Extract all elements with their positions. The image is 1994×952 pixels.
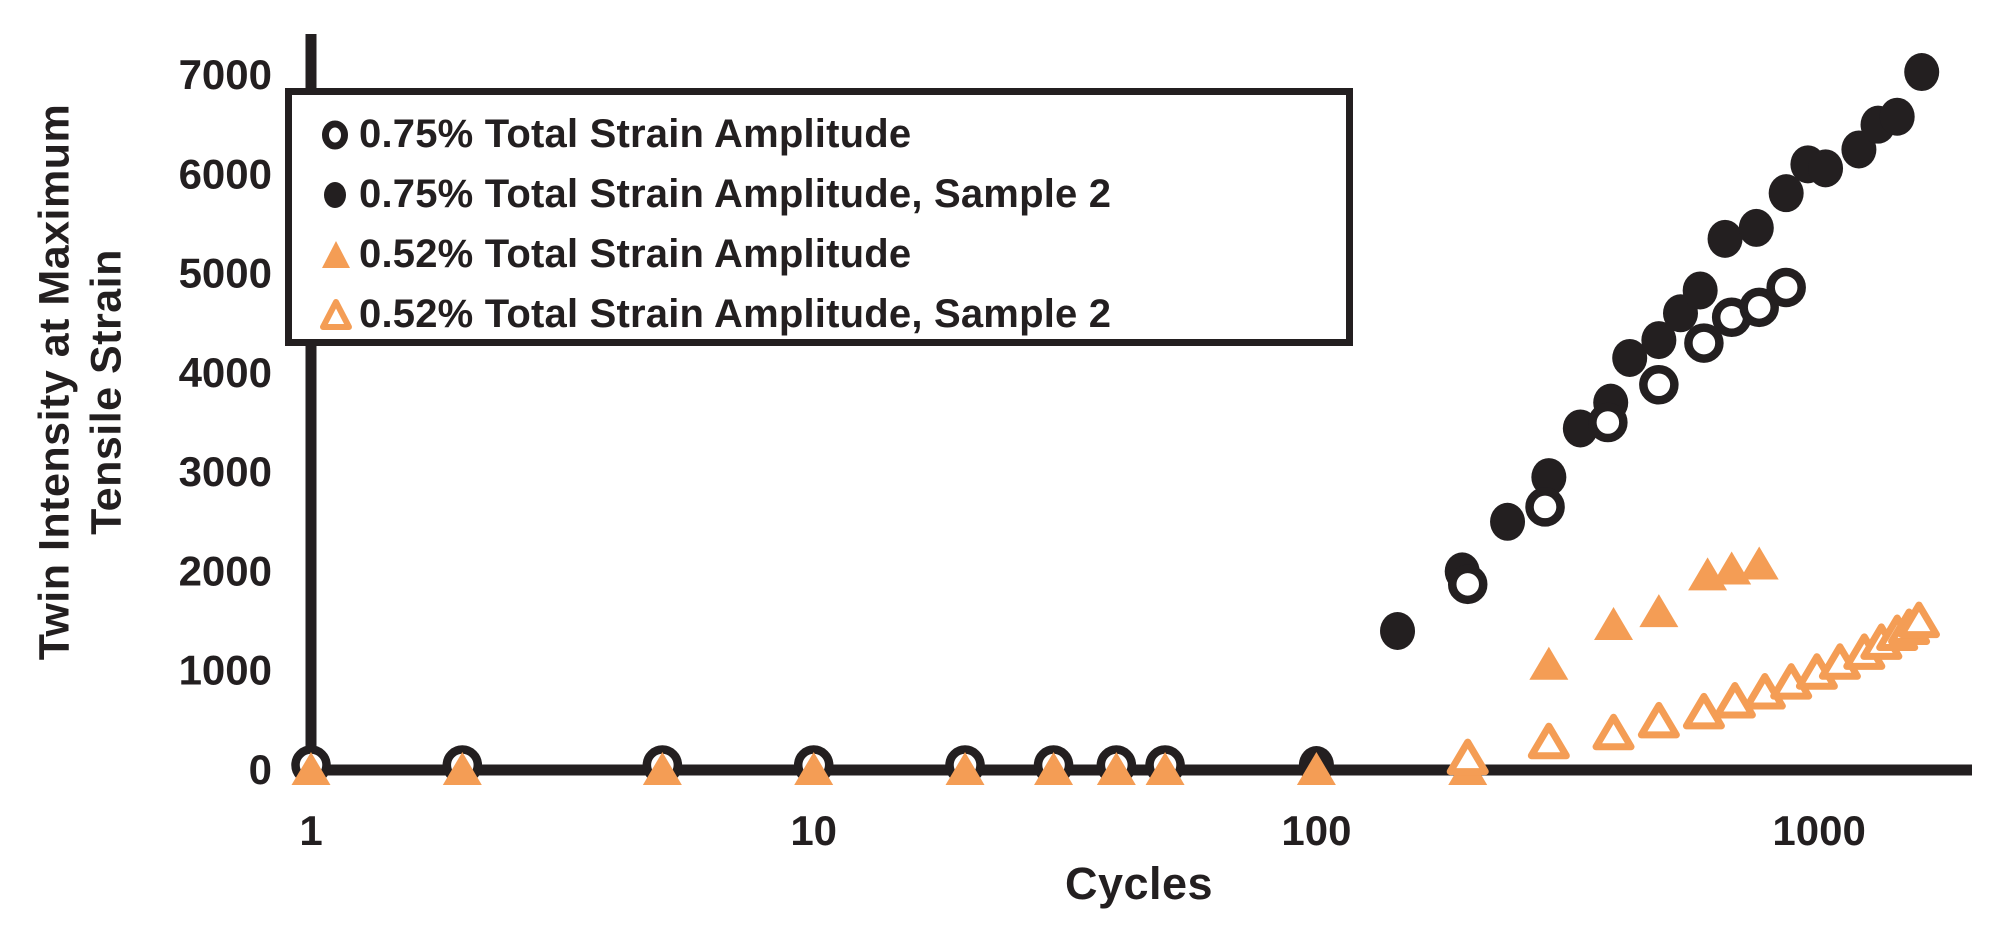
- y-axis-title-line1: Twin Intensity at Maximum: [30, 103, 79, 661]
- data-point-series3: [1682, 692, 1725, 730]
- data-point-series2: [794, 752, 834, 785]
- data-point-series2: [442, 752, 482, 785]
- data-point-series2: [1296, 752, 1336, 785]
- legend-label: 0.75% Total Strain Amplitude: [359, 111, 912, 156]
- y-tick-label: 7000: [179, 51, 272, 98]
- y-tick-label: 5000: [179, 250, 272, 297]
- legend-row: 0.75% Total Strain Amplitude, Sample 2: [320, 164, 1346, 224]
- data-point-series1: [1612, 338, 1648, 377]
- data-point-series2: [1034, 752, 1074, 785]
- data-point-series0: [1766, 267, 1806, 308]
- data-point-series1: [1841, 130, 1877, 169]
- data-point-series0: [1447, 564, 1488, 605]
- data-point-series1: [1380, 612, 1416, 650]
- data-point-series2: [642, 752, 682, 785]
- data-point-series0: [1588, 402, 1628, 443]
- legend-row: 0.52% Total Strain Amplitude, Sample 2: [320, 284, 1346, 344]
- data-point-series0: [1639, 365, 1679, 405]
- data-point-series0: [1739, 287, 1779, 328]
- y-tick-label: 1000: [179, 647, 272, 694]
- data-point-series0: [1525, 487, 1565, 527]
- x-tick-label: 100: [1281, 807, 1351, 854]
- filled-circle-icon: [320, 177, 354, 211]
- x-axis-line: [305, 764, 1972, 776]
- data-point-series2: [1096, 752, 1136, 785]
- legend-row: 0.52% Total Strain Amplitude: [320, 224, 1346, 284]
- y-axis-line: [305, 34, 317, 776]
- data-point-series3: [1713, 681, 1756, 719]
- y-axis-title-line2: Tensile Strain: [82, 249, 131, 535]
- data-point-series2: [1529, 646, 1569, 680]
- data-point-series2: [1594, 607, 1634, 641]
- open-triangle-icon: [320, 297, 354, 331]
- open-circle-icon: [320, 117, 354, 151]
- data-point-series3: [1527, 722, 1570, 760]
- data-point-series2: [291, 752, 331, 785]
- legend-label: 0.52% Total Strain Amplitude: [359, 231, 912, 276]
- data-point-series3: [1592, 713, 1635, 751]
- x-tick-label: 10: [790, 807, 837, 854]
- y-tick-label: 3000: [179, 448, 272, 495]
- legend-label: 0.75% Total Strain Amplitude, Sample 2: [359, 171, 1112, 216]
- x-tick-label: 1: [299, 807, 322, 854]
- data-point-series3: [1897, 601, 1940, 639]
- x-axis-title: Cycles: [1064, 858, 1214, 909]
- x-tick-label: 1000: [1772, 807, 1865, 854]
- data-point-series1: [1641, 321, 1677, 360]
- y-tick-label: 0: [249, 746, 272, 793]
- data-point-series2: [1145, 752, 1185, 785]
- data-point-series3: [1637, 701, 1680, 739]
- data-point-series2: [1639, 594, 1679, 628]
- data-point-series3: [1446, 738, 1489, 776]
- data-point-series1: [1879, 97, 1915, 136]
- y-tick-label: 2000: [179, 547, 272, 594]
- y-tick-label: 4000: [179, 349, 272, 396]
- data-point-series2: [945, 752, 985, 785]
- legend-label: 0.52% Total Strain Amplitude, Sample 2: [359, 291, 1112, 336]
- data-point-series2: [1712, 551, 1752, 585]
- data-point-series1: [1490, 502, 1526, 541]
- data-point-series1: [1682, 271, 1718, 310]
- data-point-series1: [1808, 149, 1844, 188]
- data-point-series1: [1707, 219, 1743, 258]
- data-point-series1: [1904, 53, 1940, 92]
- data-point-series2: [1739, 546, 1779, 580]
- y-tick-label: 6000: [179, 150, 272, 197]
- data-point-series1: [1738, 208, 1774, 247]
- legend-row: 0.75% Total Strain Amplitude: [320, 104, 1346, 164]
- filled-triangle-icon: [320, 237, 354, 271]
- data-point-series1: [1531, 458, 1567, 497]
- legend-box: 0.75% Total Strain Amplitude 0.75% Total…: [285, 88, 1353, 346]
- data-point-series0: [1684, 323, 1724, 363]
- data-point-series1: [1768, 174, 1804, 213]
